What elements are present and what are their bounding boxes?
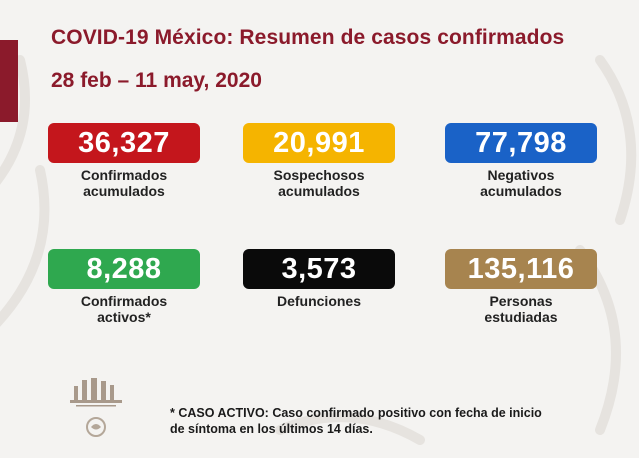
stat-value-box: 3,573 (243, 249, 395, 289)
stat-value-box: 135,116 (445, 249, 597, 289)
page-title: COVID-19 México: Resumen de casos confir… (51, 26, 565, 49)
stat-label: Personas estudiadas (484, 293, 558, 325)
stat-active-confirmed: 8,288 Confirmados activos* (48, 249, 200, 325)
stat-people-tested: 135,116 Personas estudiadas (445, 249, 597, 325)
accent-side-bar (0, 40, 18, 122)
stat-value-box: 20,991 (243, 123, 395, 163)
government-seal-logo-icon (70, 378, 122, 437)
active-case-footnote: * CASO ACTIVO: Caso confirmado positivo … (170, 406, 542, 436)
stat-value-box: 8,288 (48, 249, 200, 289)
stat-label: Defunciones (276, 293, 361, 309)
stat-label: Sospechosos acumulados (273, 167, 365, 199)
date-range: 28 feb – 11 may, 2020 (51, 69, 262, 92)
stat-value-box: 77,798 (445, 123, 597, 163)
stat-negative-cumulative: 77,798 Negativos acumulados (445, 123, 597, 199)
stat-value-box: 36,327 (48, 123, 200, 163)
stat-label: Negativos acumulados (480, 167, 562, 199)
stat-suspected-cumulative: 20,991 Sospechosos acumulados (243, 123, 395, 199)
stat-deaths: 3,573 Defunciones (243, 249, 395, 309)
stat-label: Confirmados activos* (80, 293, 168, 325)
stat-label: Confirmados acumulados (80, 167, 168, 199)
stat-confirmed-cumulative: 36,327 Confirmados acumulados (48, 123, 200, 199)
